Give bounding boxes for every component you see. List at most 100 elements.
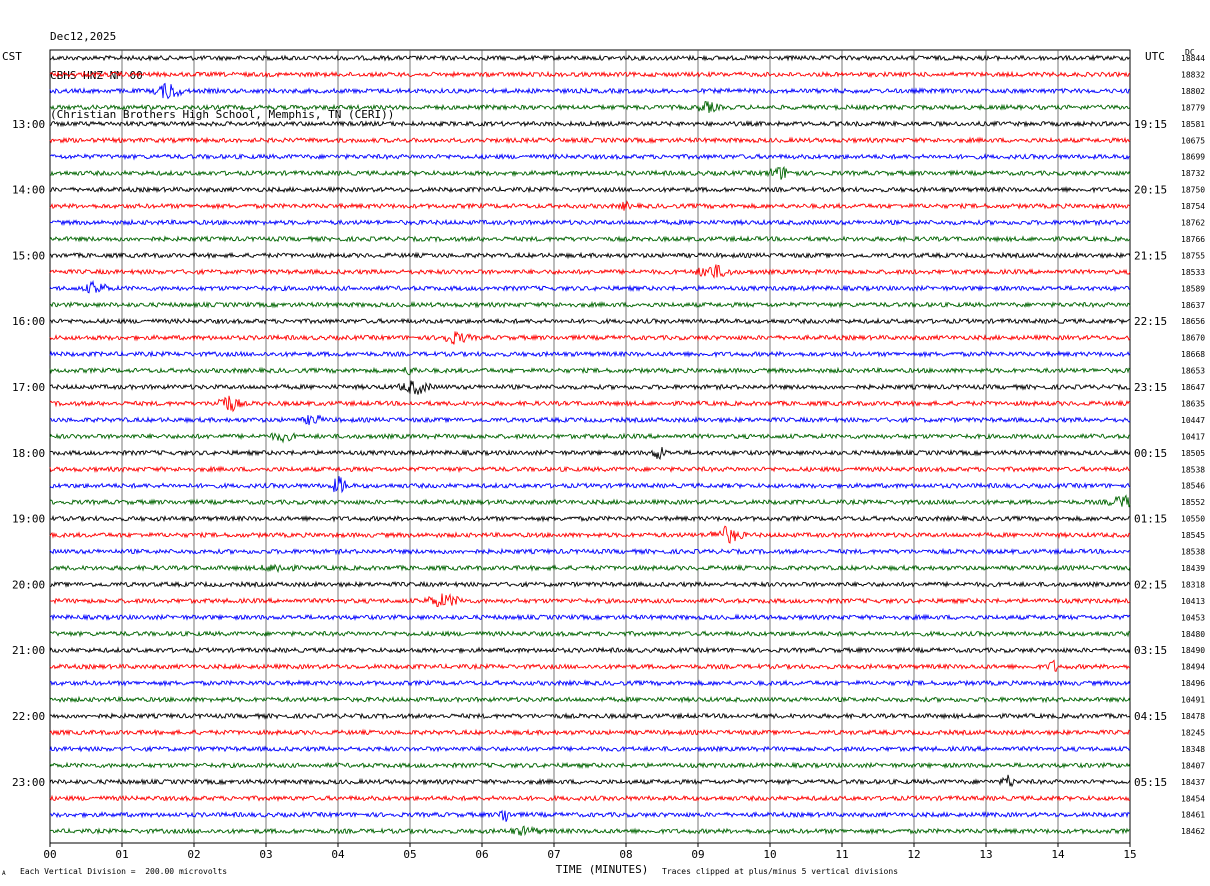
dc-offset-label: 18478	[1181, 712, 1205, 721]
dc-offset-label: 18832	[1181, 70, 1205, 79]
left-time-label: 17:00	[12, 381, 45, 394]
header-date: Dec12,2025	[50, 30, 117, 43]
seismic-trace	[49, 613, 1131, 622]
dc-offset-label: 18637	[1181, 301, 1205, 310]
x-tick-label: 12	[907, 848, 920, 861]
left-time-label: 16:00	[12, 315, 45, 328]
right-time-label: 01:15	[1134, 513, 1167, 526]
dc-offset-label: 18635	[1181, 399, 1205, 408]
right-time-label: 04:15	[1134, 710, 1167, 723]
label-group: 00 01 02 03 04 05 06 07 08 09 10 11 12 13 14 15 TIME (MI…	[12, 54, 1205, 876]
seismic-trace	[49, 300, 1131, 309]
dc-offset-label: 18581	[1181, 120, 1205, 129]
left-time-label: 23:00	[12, 776, 45, 789]
seismic-trace	[49, 745, 1131, 753]
left-time-label: 21:00	[12, 644, 45, 657]
right-timezone-label: UTC	[1145, 50, 1165, 63]
dc-offset-label: 18505	[1181, 449, 1205, 458]
dc-offset-label: 10413	[1181, 597, 1205, 606]
dc-offset-label: 18647	[1181, 383, 1205, 392]
dc-offset-label: 10447	[1181, 416, 1205, 425]
x-axis-label: TIME (MINUTES)	[556, 863, 649, 876]
seismic-trace	[49, 200, 1131, 211]
seismic-trace	[49, 380, 1131, 395]
x-tick-label: 01	[115, 848, 128, 861]
seismic-trace	[49, 54, 1131, 62]
dc-offset-label: 18461	[1181, 811, 1205, 820]
seismic-trace	[49, 235, 1131, 243]
dc-offset-label: 18462	[1181, 827, 1205, 836]
seismic-trace	[49, 331, 1131, 345]
x-tick-label: 04	[331, 848, 345, 861]
dc-offset-label: 10417	[1181, 432, 1205, 441]
trace-group	[49, 54, 1131, 836]
seismic-trace	[49, 414, 1131, 426]
dc-offset-label: 18552	[1181, 498, 1205, 507]
right-time-label: 02:15	[1134, 578, 1167, 591]
x-tick-label: 07	[547, 848, 560, 861]
seismic-trace	[49, 447, 1131, 460]
seismic-trace	[49, 563, 1131, 574]
seismic-trace	[49, 165, 1131, 180]
seismic-trace	[49, 432, 1131, 444]
dc-offset-label: 18437	[1181, 778, 1205, 787]
x-tick-label: 05	[403, 848, 416, 861]
seismic-trace	[50, 809, 1131, 822]
footer-clip-note: Traces clipped at plus/minus 5 vertical …	[662, 867, 899, 876]
seismic-trace	[49, 153, 1131, 161]
dc-offset-label: 18494	[1181, 663, 1205, 672]
seismic-trace	[50, 218, 1131, 227]
seismic-trace	[49, 580, 1131, 589]
dc-offset-label: 18844	[1181, 54, 1205, 63]
dc-offset-label: 18754	[1181, 202, 1205, 211]
dc-offset-label: 10675	[1181, 136, 1205, 145]
x-tick-label: 11	[835, 848, 848, 861]
seismic-trace	[49, 695, 1131, 704]
left-time-label: 13:00	[12, 118, 45, 131]
minute-grid	[49, 49, 1131, 844]
seismic-trace	[49, 728, 1131, 737]
seismic-trace	[49, 630, 1131, 638]
left-time-label: 14:00	[12, 184, 45, 197]
left-time-label: 19:00	[12, 513, 45, 526]
dc-offset-label: 18699	[1181, 153, 1205, 162]
right-time-label: 22:15	[1134, 315, 1167, 328]
dc-offset-label: 18802	[1181, 87, 1205, 96]
left-time-label: 15:00	[12, 249, 45, 262]
seismic-trace	[49, 593, 1131, 607]
seismic-trace	[49, 494, 1131, 508]
dc-offset-label: 18496	[1181, 679, 1205, 688]
x-tick-label: 00	[43, 848, 56, 861]
dc-offset-label: 18653	[1181, 367, 1205, 376]
dc-offset-label: 18670	[1181, 334, 1205, 343]
dc-offset-label: 18348	[1181, 745, 1205, 754]
seismic-trace	[49, 82, 1131, 100]
dc-offset-label: 18480	[1181, 630, 1205, 639]
left-time-label: 20:00	[12, 578, 45, 591]
dc-offset-label: 18750	[1181, 186, 1205, 195]
x-tick-label: 02	[187, 848, 200, 861]
dc-offset-label: 18454	[1181, 794, 1205, 803]
dc-offset-label: 18545	[1181, 531, 1205, 540]
right-time-label: 03:15	[1134, 644, 1167, 657]
seismic-trace	[49, 100, 1131, 113]
left-time-label: 22:00	[12, 710, 45, 723]
right-time-label: 23:15	[1134, 381, 1167, 394]
right-time-label: 05:15	[1134, 776, 1167, 789]
dc-offset-label: 18668	[1181, 350, 1205, 359]
seismic-trace	[49, 119, 1131, 128]
left-timezone-label: CST	[2, 50, 22, 63]
dc-label: DC	[1185, 48, 1195, 57]
seismic-trace	[49, 317, 1130, 325]
seismic-trace	[49, 646, 1131, 655]
seismic-trace	[49, 476, 1131, 494]
dc-offset-label: 18245	[1181, 728, 1205, 737]
seismic-trace	[49, 465, 1131, 474]
seismic-trace	[49, 279, 1131, 294]
x-tick-label: 06	[475, 848, 488, 861]
seismic-trace	[49, 251, 1131, 260]
right-time-label: 21:15	[1134, 249, 1167, 262]
dc-offset-label: 10491	[1181, 696, 1205, 705]
dc-offset-label: 18656	[1181, 317, 1205, 326]
